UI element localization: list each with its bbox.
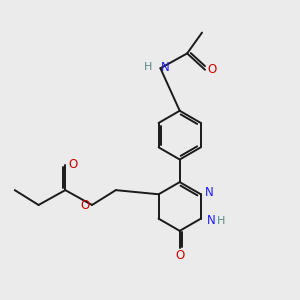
Text: O: O (207, 63, 216, 76)
Text: N: N (207, 214, 215, 226)
Text: O: O (68, 158, 77, 171)
Text: O: O (80, 199, 89, 212)
Text: H: H (144, 62, 152, 72)
Text: H: H (217, 216, 226, 226)
Text: N: N (160, 61, 169, 74)
Text: N: N (205, 186, 214, 199)
Text: O: O (175, 249, 184, 262)
